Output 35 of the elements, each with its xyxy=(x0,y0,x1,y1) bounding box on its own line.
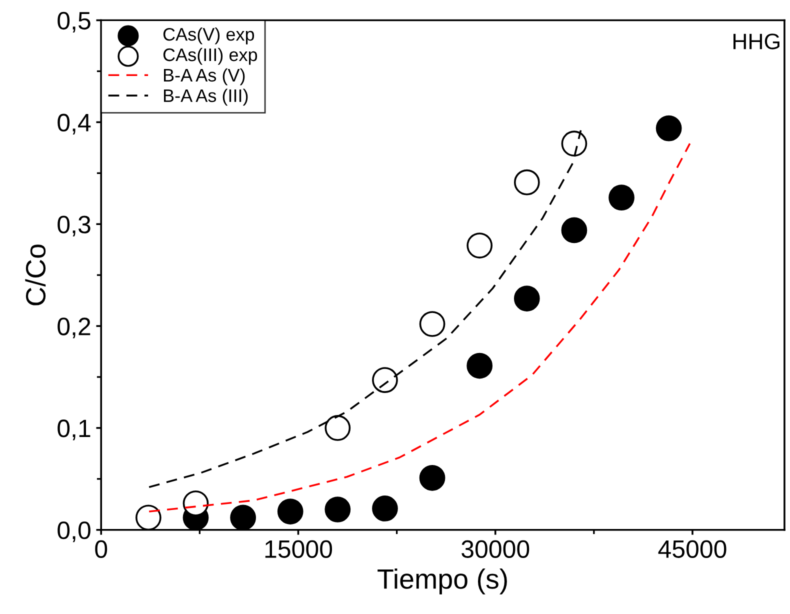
y-tick-label: 0,4 xyxy=(58,114,91,134)
point xyxy=(561,217,588,244)
point xyxy=(608,184,634,211)
legend-label: CAs(V) exp xyxy=(163,27,254,44)
y-tick-label: 0,5 xyxy=(58,12,90,33)
point xyxy=(277,498,304,524)
point xyxy=(372,367,398,393)
point xyxy=(656,115,682,142)
point xyxy=(514,286,540,312)
x-tick-label: 30000 xyxy=(462,540,530,558)
point xyxy=(324,496,351,522)
point xyxy=(324,415,351,441)
x-axis-title: Tiempo (s) xyxy=(378,568,507,594)
point xyxy=(230,504,256,530)
point xyxy=(466,352,493,379)
x-tick-label: 45000 xyxy=(658,540,726,558)
y-tick-label: 0,2 xyxy=(58,318,90,338)
x-tick-label: 0 xyxy=(95,540,108,558)
legend-label: CAs(III) exp xyxy=(163,48,258,65)
x-tick-label: 15000 xyxy=(265,540,332,558)
point xyxy=(561,130,588,157)
point xyxy=(466,232,493,258)
point xyxy=(372,496,398,522)
legend-label: B-A As (V) xyxy=(164,68,245,86)
point xyxy=(419,311,446,337)
y-tick-label: 0,3 xyxy=(58,216,90,236)
point xyxy=(135,504,162,530)
y-axis-title: C/Co xyxy=(25,244,46,306)
legend-label: B-A As (III) xyxy=(164,88,248,106)
point xyxy=(419,464,446,491)
point xyxy=(514,169,540,196)
point xyxy=(182,490,209,516)
y-tick-label: 0,0 xyxy=(58,521,90,542)
annotation: HHG xyxy=(733,34,780,50)
y-tick-label: 0,1 xyxy=(58,420,90,440)
